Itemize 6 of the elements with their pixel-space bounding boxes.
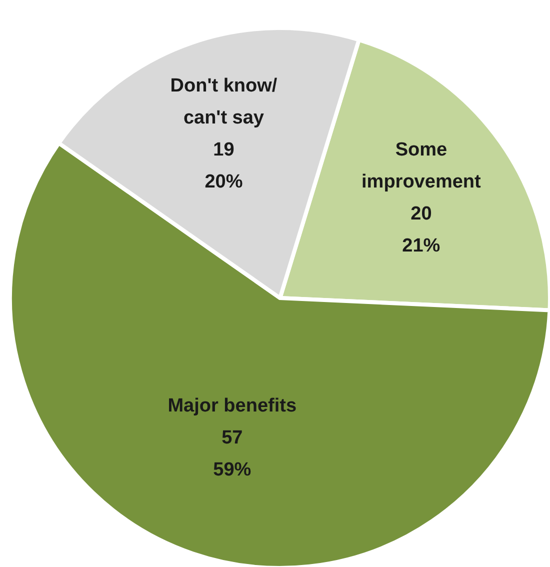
data-label: 20 21% — [402, 203, 440, 256]
slice-label: Major benefits — [168, 396, 297, 417]
data-label: 57 59% — [213, 428, 252, 481]
data-label: 19 20% — [204, 140, 243, 193]
slice-label: Some improvement — [362, 139, 482, 192]
slice-label: Don't know/ can't say — [170, 76, 278, 129]
